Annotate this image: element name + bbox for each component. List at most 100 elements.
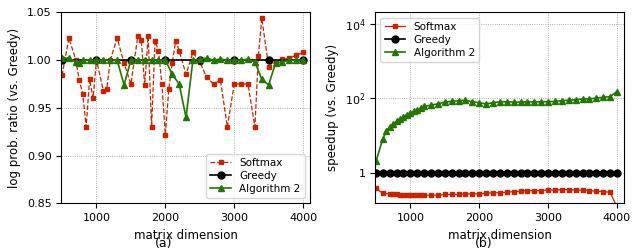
X-axis label: matrix dimension: matrix dimension bbox=[134, 229, 237, 242]
Line: Greedy: Greedy bbox=[59, 57, 307, 64]
Greedy bbox=[230, 58, 238, 61]
Algorithm 2 bbox=[572, 98, 579, 101]
Softmax bbox=[558, 188, 566, 191]
Algorithm 2 bbox=[434, 102, 442, 106]
Algorithm 2 bbox=[168, 73, 176, 76]
Algorithm 2 bbox=[503, 100, 511, 103]
Softmax bbox=[168, 62, 176, 64]
Softmax bbox=[216, 79, 224, 82]
Softmax bbox=[58, 74, 66, 77]
Softmax bbox=[551, 189, 559, 192]
Greedy bbox=[579, 171, 586, 174]
Algorithm 2 bbox=[272, 62, 280, 64]
Greedy bbox=[448, 171, 456, 174]
Greedy bbox=[524, 171, 531, 174]
Algorithm 2 bbox=[417, 106, 424, 110]
Algorithm 2 bbox=[420, 105, 428, 108]
Greedy bbox=[510, 171, 518, 174]
Greedy bbox=[399, 171, 407, 174]
Softmax bbox=[468, 192, 476, 195]
Algorithm 2 bbox=[516, 101, 524, 104]
Softmax bbox=[461, 192, 469, 195]
Softmax bbox=[292, 54, 300, 57]
Greedy bbox=[613, 171, 621, 174]
Softmax bbox=[420, 194, 428, 196]
Algorithm 2 bbox=[403, 113, 411, 116]
Algorithm 2 bbox=[551, 100, 559, 103]
Algorithm 2 bbox=[203, 57, 211, 60]
Greedy bbox=[586, 171, 593, 174]
Algorithm 2 bbox=[448, 100, 456, 103]
Algorithm 2 bbox=[441, 101, 449, 104]
Softmax bbox=[379, 192, 387, 195]
Greedy bbox=[565, 171, 573, 174]
Algorithm 2 bbox=[372, 160, 380, 163]
Softmax bbox=[223, 126, 231, 128]
Algorithm 2 bbox=[544, 100, 552, 103]
Greedy bbox=[393, 171, 401, 174]
Softmax bbox=[210, 82, 218, 86]
Algorithm 2 bbox=[379, 138, 387, 140]
Greedy bbox=[476, 171, 483, 174]
Softmax bbox=[483, 192, 490, 195]
Algorithm 2 bbox=[454, 99, 462, 102]
Algorithm 2 bbox=[496, 100, 504, 103]
Greedy bbox=[93, 58, 100, 61]
Y-axis label: speedup (vs. Greedy): speedup (vs. Greedy) bbox=[326, 44, 339, 172]
Softmax bbox=[148, 126, 156, 128]
Softmax bbox=[134, 35, 141, 38]
Algorithm 2 bbox=[58, 57, 66, 60]
Greedy bbox=[544, 171, 552, 174]
Softmax bbox=[65, 37, 73, 40]
Greedy bbox=[454, 171, 462, 174]
Algorithm 2 bbox=[93, 58, 100, 61]
Softmax bbox=[83, 126, 90, 128]
Softmax bbox=[579, 189, 586, 192]
Softmax bbox=[278, 58, 286, 61]
Algorithm 2 bbox=[586, 98, 593, 100]
Softmax bbox=[510, 190, 518, 193]
Algorithm 2 bbox=[476, 101, 483, 104]
Softmax bbox=[258, 16, 266, 20]
Greedy bbox=[496, 171, 504, 174]
Softmax bbox=[172, 40, 180, 42]
Algorithm 2 bbox=[292, 58, 300, 61]
Greedy bbox=[558, 171, 566, 174]
Softmax bbox=[196, 60, 204, 64]
Algorithm 2 bbox=[410, 110, 418, 113]
Algorithm 2 bbox=[182, 116, 190, 119]
Algorithm 2 bbox=[396, 117, 404, 120]
Softmax bbox=[255, 55, 262, 58]
Softmax bbox=[103, 87, 111, 90]
Algorithm 2 bbox=[510, 101, 518, 104]
Softmax bbox=[496, 191, 504, 194]
Softmax bbox=[599, 190, 607, 193]
Softmax bbox=[593, 190, 600, 192]
Algorithm 2 bbox=[489, 101, 497, 104]
Softmax bbox=[476, 192, 483, 195]
Softmax bbox=[372, 187, 380, 190]
Algorithm 2 bbox=[461, 99, 469, 102]
Softmax bbox=[434, 194, 442, 196]
Softmax bbox=[161, 133, 169, 136]
Greedy bbox=[461, 171, 469, 174]
Algorithm 2 bbox=[300, 58, 307, 61]
Greedy bbox=[606, 171, 614, 174]
Softmax bbox=[230, 82, 238, 86]
Softmax bbox=[93, 58, 100, 61]
Softmax bbox=[454, 193, 462, 196]
Softmax bbox=[106, 58, 114, 61]
Greedy bbox=[58, 58, 66, 61]
Algorithm 2 bbox=[189, 58, 196, 61]
Algorithm 2 bbox=[278, 60, 286, 64]
Softmax bbox=[120, 62, 128, 64]
Algorithm 2 bbox=[106, 58, 114, 61]
Greedy bbox=[413, 171, 421, 174]
Algorithm 2 bbox=[427, 104, 435, 106]
Softmax bbox=[389, 192, 397, 195]
Algorithm 2 bbox=[599, 96, 607, 99]
Greedy bbox=[379, 171, 387, 174]
Greedy bbox=[489, 171, 497, 174]
Algorithm 2 bbox=[524, 100, 531, 103]
Algorithm 2 bbox=[120, 84, 128, 86]
